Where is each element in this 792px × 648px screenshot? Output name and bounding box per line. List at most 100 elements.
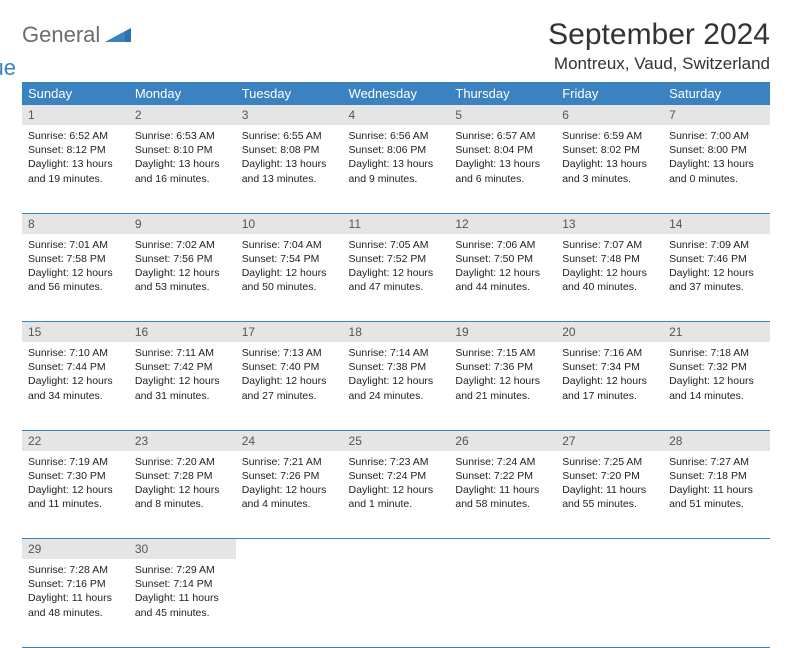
day-number-cell: 23 bbox=[129, 430, 236, 451]
day-number-cell: 26 bbox=[449, 430, 556, 451]
sunrise-line: Sunrise: 7:10 AM bbox=[28, 346, 123, 360]
day-content-row: Sunrise: 6:52 AMSunset: 8:12 PMDaylight:… bbox=[22, 125, 770, 213]
day-content-cell: Sunrise: 7:23 AMSunset: 7:24 PMDaylight:… bbox=[343, 451, 450, 539]
daylight-line: Daylight: 11 hours and 45 minutes. bbox=[135, 591, 230, 619]
daylight-line: Daylight: 12 hours and 21 minutes. bbox=[455, 374, 550, 402]
day-content-cell: Sunrise: 7:21 AMSunset: 7:26 PMDaylight:… bbox=[236, 451, 343, 539]
daylight-line: Daylight: 12 hours and 4 minutes. bbox=[242, 483, 337, 511]
daylight-line: Daylight: 12 hours and 37 minutes. bbox=[669, 266, 764, 294]
day-number-cell: 20 bbox=[556, 322, 663, 343]
day-number-cell: 14 bbox=[663, 213, 770, 234]
weekday-header: Thursday bbox=[449, 82, 556, 105]
day-details: Sunrise: 7:15 AMSunset: 7:36 PMDaylight:… bbox=[449, 342, 556, 409]
daylight-line: Daylight: 13 hours and 13 minutes. bbox=[242, 157, 337, 185]
day-content-cell: Sunrise: 7:05 AMSunset: 7:52 PMDaylight:… bbox=[343, 234, 450, 322]
day-content-cell: Sunrise: 7:11 AMSunset: 7:42 PMDaylight:… bbox=[129, 342, 236, 430]
sunset-line: Sunset: 7:58 PM bbox=[28, 252, 123, 266]
day-content-cell: Sunrise: 7:19 AMSunset: 7:30 PMDaylight:… bbox=[22, 451, 129, 539]
daylight-line: Daylight: 12 hours and 31 minutes. bbox=[135, 374, 230, 402]
day-number-cell: 19 bbox=[449, 322, 556, 343]
daylight-line: Daylight: 13 hours and 6 minutes. bbox=[455, 157, 550, 185]
sunset-line: Sunset: 8:10 PM bbox=[135, 143, 230, 157]
daylight-line: Daylight: 11 hours and 55 minutes. bbox=[562, 483, 657, 511]
day-content-row: Sunrise: 7:19 AMSunset: 7:30 PM Daylight:… bbox=[22, 451, 770, 539]
day-number-cell: 11 bbox=[343, 213, 450, 234]
sunset-line: Sunset: 7:20 PM bbox=[562, 469, 657, 483]
daylight-line: Daylight: 12 hours and 27 minutes. bbox=[242, 374, 337, 402]
day-number-cell: 25 bbox=[343, 430, 450, 451]
sunset-line: Sunset: 7:32 PM bbox=[669, 360, 764, 374]
day-number-cell: 16 bbox=[129, 322, 236, 343]
day-content-cell: Sunrise: 7:25 AMSunset: 7:20 PMDaylight:… bbox=[556, 451, 663, 539]
day-number-cell: 17 bbox=[236, 322, 343, 343]
sunset-line: Sunset: 8:00 PM bbox=[669, 143, 764, 157]
weekday-header: Friday bbox=[556, 82, 663, 105]
day-details: Sunrise: 7:07 AMSunset: 7:48 PMDaylight:… bbox=[556, 234, 663, 301]
weekday-header: Sunday bbox=[22, 82, 129, 105]
sunrise-line: Sunrise: 7:24 AM bbox=[455, 455, 550, 469]
day-details: Sunrise: 7:00 AMSunset: 8:00 PMDaylight:… bbox=[663, 125, 770, 192]
day-number-cell: 29 bbox=[22, 539, 129, 560]
day-content-cell: Sunrise: 7:04 AMSunset: 7:54 PMDaylight:… bbox=[236, 234, 343, 322]
sunset-line: Sunset: 7:38 PM bbox=[349, 360, 444, 374]
daylight-line: Daylight: 12 hours and 44 minutes. bbox=[455, 266, 550, 294]
daylight-line: Daylight: 13 hours and 3 minutes. bbox=[562, 157, 657, 185]
page-header: General Blue September 2024 Montreux, Va… bbox=[22, 18, 770, 74]
weekday-header: Wednesday bbox=[343, 82, 450, 105]
sunrise-line: Sunrise: 6:55 AM bbox=[242, 129, 337, 143]
day-content-cell: Sunrise: 7:28 AMSunset: 7:16 PMDaylight:… bbox=[22, 559, 129, 647]
day-details: Sunrise: 7:24 AMSunset: 7:22 PMDaylight:… bbox=[449, 451, 556, 518]
sunset-line: Sunset: 7:22 PM bbox=[455, 469, 550, 483]
sunrise-line: Sunrise: 7:27 AM bbox=[669, 455, 764, 469]
day-number-cell: 9 bbox=[129, 213, 236, 234]
day-number-cell bbox=[343, 539, 450, 560]
sunrise-line: Sunrise: 7:19 AM bbox=[28, 455, 123, 469]
day-content-cell bbox=[556, 559, 663, 647]
day-content-cell: Sunrise: 7:10 AMSunset: 7:44 PMDaylight:… bbox=[22, 342, 129, 430]
sunrise-line: Sunrise: 6:56 AM bbox=[349, 129, 444, 143]
sunrise-line: Sunrise: 6:52 AM bbox=[28, 129, 123, 143]
day-content-cell: Sunrise: 7:15 AMSunset: 7:36 PMDaylight:… bbox=[449, 342, 556, 430]
sunset-line: Sunset: 7:24 PM bbox=[349, 469, 444, 483]
day-number-cell: 4 bbox=[343, 105, 450, 125]
day-content-cell: Sunrise: 7:13 AMSunset: 7:40 PMDaylight:… bbox=[236, 342, 343, 430]
sunset-line: Sunset: 8:04 PM bbox=[455, 143, 550, 157]
sunset-line: Sunset: 7:30 PM bbox=[28, 469, 123, 483]
sunset-line: Sunset: 7:54 PM bbox=[242, 252, 337, 266]
day-details: Sunrise: 7:29 AMSunset: 7:14 PMDaylight:… bbox=[129, 559, 236, 626]
daylight-line: Daylight: 13 hours and 19 minutes. bbox=[28, 157, 123, 185]
day-details: Sunrise: 7:10 AMSunset: 7:44 PMDaylight:… bbox=[22, 342, 129, 409]
daylight-line: Daylight: 11 hours and 51 minutes. bbox=[669, 483, 764, 511]
day-number-cell: 28 bbox=[663, 430, 770, 451]
sunset-line: Sunset: 8:12 PM bbox=[28, 143, 123, 157]
day-number-row: 1234567 bbox=[22, 105, 770, 125]
sunrise-line: Sunrise: 7:00 AM bbox=[669, 129, 764, 143]
day-content-cell: Sunrise: 7:20 AMSunset: 7:28 PMDaylight:… bbox=[129, 451, 236, 539]
day-number-cell bbox=[449, 539, 556, 560]
daylight-line: Daylight: 12 hours and 53 minutes. bbox=[135, 266, 230, 294]
daylight-line: Daylight: 11 hours and 48 minutes. bbox=[28, 591, 123, 619]
daylight-line: Daylight: 12 hours and 40 minutes. bbox=[562, 266, 657, 294]
sunrise-line: Sunrise: 7:09 AM bbox=[669, 238, 764, 252]
day-number-cell: 13 bbox=[556, 213, 663, 234]
day-number-cell bbox=[236, 539, 343, 560]
sunrise-line: Sunrise: 6:57 AM bbox=[455, 129, 550, 143]
sunrise-line: Sunrise: 6:59 AM bbox=[562, 129, 657, 143]
sunset-line: Sunset: 7:28 PM bbox=[135, 469, 230, 483]
day-number-cell: 24 bbox=[236, 430, 343, 451]
day-number-cell: 12 bbox=[449, 213, 556, 234]
sunrise-line: Sunrise: 7:16 AM bbox=[562, 346, 657, 360]
sunrise-line: Sunrise: 7:23 AM bbox=[349, 455, 444, 469]
day-details: Sunrise: 6:53 AMSunset: 8:10 PMDaylight:… bbox=[129, 125, 236, 192]
title-block: September 2024 Montreux, Vaud, Switzerla… bbox=[548, 18, 770, 74]
sunrise-line: Sunrise: 7:20 AM bbox=[135, 455, 230, 469]
day-details: Sunrise: 7:05 AMSunset: 7:52 PMDaylight:… bbox=[343, 234, 450, 301]
day-details: Sunrise: 7:27 AMSunset: 7:18 PMDaylight:… bbox=[663, 451, 770, 518]
day-content-cell: Sunrise: 7:07 AMSunset: 7:48 PMDaylight:… bbox=[556, 234, 663, 322]
day-number-cell: 3 bbox=[236, 105, 343, 125]
sunrise-line: Sunrise: 7:28 AM bbox=[28, 563, 123, 577]
day-content-cell: Sunrise: 6:55 AMSunset: 8:08 PMDaylight:… bbox=[236, 125, 343, 213]
day-number-cell: 18 bbox=[343, 322, 450, 343]
day-details: Sunrise: 7:19 AMSunset: 7:30 PMDaylight:… bbox=[22, 451, 129, 518]
day-number-row: 22232425262728 bbox=[22, 430, 770, 451]
